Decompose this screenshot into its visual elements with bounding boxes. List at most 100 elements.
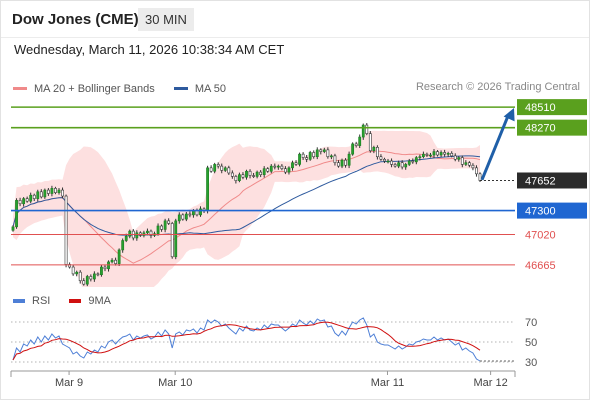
- candle-60: [223, 166, 227, 172]
- candle-body: [103, 266, 107, 270]
- candle-101: [368, 131, 372, 153]
- candle-56: [209, 165, 213, 173]
- candle-body: [421, 153, 425, 158]
- candle-body: [248, 170, 252, 176]
- legend-ma20: MA 20 + Bollinger Bands: [13, 83, 155, 95]
- candle-110: [400, 160, 404, 170]
- candle-body: [117, 249, 121, 264]
- candle-body: [322, 149, 326, 152]
- candle-body: [425, 153, 429, 156]
- candle-body: [181, 214, 185, 220]
- candle-20: [82, 278, 86, 286]
- candle-97: [354, 141, 358, 148]
- candle-body: [365, 124, 369, 134]
- rsi-tick-30: 30: [525, 357, 537, 369]
- candle-74: [273, 163, 277, 170]
- candle-body: [75, 271, 79, 275]
- candle-58: [216, 162, 220, 169]
- candle-body: [457, 157, 461, 160]
- candle-50: [188, 211, 192, 218]
- candle-64: [238, 172, 241, 183]
- candle-70: [259, 170, 263, 178]
- candle-body: [163, 220, 167, 230]
- candle-18: [75, 270, 79, 277]
- last-price-tag: [517, 172, 587, 189]
- candle-body: [32, 194, 36, 199]
- candle-body: [460, 157, 464, 165]
- candle-body: [266, 168, 270, 172]
- candle-32: [124, 233, 128, 243]
- candle-83: [305, 155, 309, 163]
- candle-body: [213, 164, 217, 172]
- candle-body: [259, 171, 263, 175]
- candle-43: [163, 218, 167, 233]
- candle-11: [50, 185, 54, 197]
- legend-ma20-label: MA 20 + Bollinger Bands: [34, 82, 155, 95]
- candle-body: [85, 276, 89, 285]
- price-plot-area: [11, 123, 482, 287]
- candle-117: [425, 152, 429, 157]
- candle-123: [446, 151, 450, 157]
- candle-body: [177, 214, 181, 222]
- ma50-swatch-icon: [173, 87, 188, 90]
- candle-84: [308, 150, 312, 161]
- candle-103: [376, 145, 379, 160]
- level-label-47020: 47020: [525, 230, 556, 242]
- candle-75: [276, 164, 280, 170]
- timeframe-badge[interactable]: 30 MIN: [138, 8, 194, 31]
- candle-body: [22, 198, 26, 205]
- candle-body: [379, 156, 383, 160]
- candle-body: [96, 273, 100, 276]
- candle-96: [351, 142, 355, 156]
- candle-77: [284, 166, 287, 175]
- candle-body: [436, 151, 439, 156]
- candle-3: [22, 197, 26, 207]
- candle-28: [110, 258, 114, 264]
- chart-datetime: Wednesday, March 11, 2026 10:38:34 AM CE…: [14, 42, 285, 57]
- candle-body: [273, 165, 277, 168]
- candle-118: [429, 152, 432, 158]
- candle-body: [29, 194, 33, 202]
- candle-107: [390, 158, 393, 168]
- candle-44: [167, 218, 171, 225]
- candle-124: [450, 151, 454, 158]
- candle-24: [96, 272, 100, 277]
- candle-body: [368, 133, 372, 152]
- candle-body: [330, 155, 333, 158]
- last-price-label: 47652: [525, 175, 556, 187]
- candle-63: [234, 174, 238, 184]
- candle-131: [475, 165, 478, 177]
- candle-body: [209, 167, 213, 172]
- candle-85: [312, 150, 316, 159]
- candle-0: [11, 225, 15, 232]
- candle-69: [255, 170, 259, 179]
- candle-121: [439, 150, 443, 157]
- legend-rsi-ma-label: 9MA: [88, 295, 112, 307]
- candle-body: [383, 158, 386, 162]
- candle-body: [121, 240, 125, 251]
- candle-body: [429, 154, 432, 157]
- candle-body: [305, 157, 309, 160]
- candle-99: [361, 123, 365, 140]
- level-label-48510: 48510: [525, 102, 556, 114]
- candle-61: [227, 165, 231, 175]
- legend-rsi-ma: 9MA: [69, 295, 111, 307]
- candle-body: [262, 168, 266, 175]
- candle-13: [57, 188, 61, 195]
- candle-body: [25, 198, 29, 202]
- candle-body: [376, 147, 379, 158]
- candle-113: [411, 158, 415, 164]
- candle-72: [266, 167, 270, 173]
- candle-2: [18, 197, 22, 207]
- candle-body: [220, 165, 224, 171]
- chart-header: Dow Jones (CME) 30 MIN: [1, 1, 589, 38]
- candle-14: [61, 187, 64, 199]
- candle-body: [347, 153, 351, 166]
- level-tag-48510: [517, 99, 587, 116]
- candle-1: [15, 198, 18, 229]
- candle-130: [471, 163, 475, 171]
- candle-body: [78, 271, 82, 282]
- rsi-swatch-icon: [13, 299, 25, 303]
- rsi-ma-swatch-icon: [69, 299, 82, 303]
- candle-body: [227, 167, 231, 174]
